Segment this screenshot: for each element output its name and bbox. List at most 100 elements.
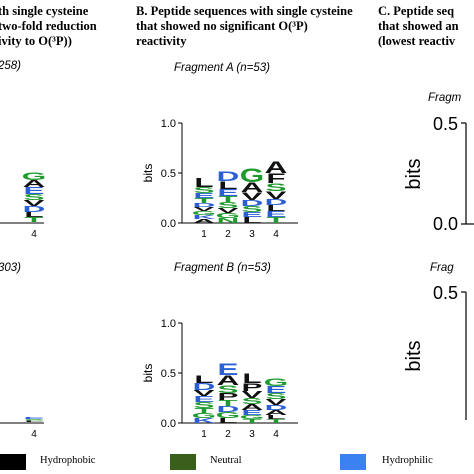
panel-a-header-line-1: th single cysteine (0, 4, 89, 18)
logo-b-top-ytick-2: 0.5 (161, 168, 176, 180)
logo-letter-a: A (217, 373, 240, 388)
fragment-title-b-top: Fragment A (n=53) (174, 62, 270, 74)
logo-letter-g: G (192, 412, 216, 420)
logo-letter-l: L (218, 179, 237, 191)
logo-b-top-ytick-3: 0.0 (161, 218, 176, 230)
logo-letter-s: S (266, 391, 287, 400)
logo-letter-a: A (241, 180, 264, 195)
logo-letter-s: S (24, 192, 45, 201)
legend-swatch-hydrophobic (0, 454, 26, 470)
logo-b-bottom-xtick-3: 3 (249, 429, 255, 440)
panel-c-header-line-1: C. Peptide seq (378, 4, 455, 18)
logo-letter-g: G (240, 164, 264, 186)
logo-letter-e: E (218, 187, 239, 198)
logo-c-top-ytick-1: 0.5 (433, 114, 458, 134)
logo-letter-s: S (218, 200, 239, 209)
logo-letter-d: D (217, 404, 240, 413)
legend-label-hydrophilic: Hydrophilic (382, 455, 433, 466)
panel-c-header: C. Peptide seq that showed an (lowest re… (378, 4, 459, 49)
logo-letter-s: S (194, 400, 215, 409)
panel-b-header: B. Peptide sequences with single cystein… (136, 4, 353, 49)
panel-a-header-line-3: ivity to O(³P)) (0, 34, 72, 48)
logo-letter-a: A (265, 409, 288, 417)
logo-b-bottom-ytick-2: 0.5 (161, 368, 176, 380)
logo-b-bottom-xtick-1: 1 (201, 429, 207, 440)
logo-letter-v: V (218, 207, 240, 215)
logo-letter-d: D (241, 198, 264, 207)
logo-letter-g: G (22, 170, 46, 182)
logo-a-bottom-letters: LSE (24, 417, 45, 423)
logo-letter-v: V (242, 190, 263, 202)
logo-letter-v: V (194, 388, 216, 397)
logo-letter-l: L (266, 414, 285, 420)
logo-letter-s: S (242, 396, 263, 405)
logo-letter-s: S (218, 383, 239, 395)
logo-letter-d: D (265, 197, 288, 206)
logo-letter-e: E (266, 209, 287, 218)
logo-letter-g: G (216, 212, 240, 220)
logo-b-top-ylabel: bits (141, 164, 155, 183)
logo-letter-v: V (242, 389, 264, 400)
logo-b-top-xtick-2: 2 (225, 229, 231, 240)
logo-letter-l: L (242, 215, 261, 224)
logo-a-bottom-xtick-4: 4 (31, 429, 37, 440)
logo-c-top-ylabel: bits (403, 158, 425, 189)
logo-letter-d: D (193, 202, 216, 208)
logo-a-top-xtick-4: 4 (31, 229, 37, 240)
logo-letter-e: E (266, 384, 287, 395)
logo-b-top-ytick-1: 1.0 (161, 118, 176, 130)
logo-letter-l: L (24, 211, 43, 219)
logo-letter-d: D (265, 404, 288, 412)
logo-letter-v: V (194, 206, 215, 212)
logo-letter-k: K (193, 417, 216, 425)
panel-a-header-line-2: two-fold reduction (0, 19, 97, 33)
logo-letter-l: L (24, 420, 43, 422)
logo-b-bottom-xtick-4: 4 (273, 429, 279, 440)
fragment-title-c-top: Fragm (428, 92, 462, 104)
logo-letter-d: D (217, 169, 240, 184)
logo-letter-d: D (193, 381, 216, 392)
logo-letter-t: T (266, 418, 285, 424)
logo-letter-t: T (24, 216, 43, 224)
fragment-title-a-top: 258) (0, 60, 22, 72)
logo-letter-e: E (194, 192, 215, 200)
logo-letter-g: G (216, 410, 240, 419)
logo-letter-e: E (24, 185, 45, 196)
logo-letter-d: D (23, 204, 46, 213)
logo-b-bottom-ytick-3: 0.0 (161, 418, 176, 430)
panel-b-header-line-2: that showed no significant O(³P) (136, 19, 308, 33)
logo-letter-k: K (193, 214, 217, 220)
logo-letter-g: G (264, 376, 288, 388)
logo-b-bottom-ytick-1: 1.0 (161, 318, 176, 330)
legend-label-neutral: Neutral (210, 455, 242, 466)
logo-c-bottom-ylabel: bits (403, 340, 425, 371)
logo-letter-t: T (242, 418, 261, 424)
logo-letter-g: G (192, 210, 216, 216)
logo-b-top-xtick-4: 4 (273, 229, 279, 240)
fragment-title-a-bottom: 303) (0, 262, 22, 274)
logo-letter-a: A (193, 218, 216, 224)
panel-b-header-line-1: B. Peptide sequences with single cystein… (136, 4, 353, 18)
logo-letter-l: L (218, 417, 237, 425)
logo-c-top-ytick-2: 0.0 (433, 214, 458, 234)
logo-letter-g: G (240, 414, 264, 420)
fragment-title-c-bottom: Frag (430, 262, 454, 274)
legend: Hydrophobic Neutral Hydrophilic (0, 450, 474, 474)
logo-letter-a: A (265, 158, 288, 177)
logo-letter-e: E (24, 417, 45, 420)
logo-letter-s: S (194, 185, 215, 194)
logo-letter-t: T (266, 215, 285, 224)
logo-b-bottom-axes: 1.0 0.5 0.0 bits (141, 318, 298, 430)
logo-letter-v: V (266, 397, 288, 406)
logo-letter-e: E (194, 394, 215, 403)
panel-c-header-line-2: that showed an (378, 19, 459, 33)
logo-b-top-axes: 1.0 0.5 0.0 bits (141, 118, 298, 230)
logo-a-top-axes: 4 (0, 222, 44, 240)
logo-letter-v: V (24, 198, 46, 207)
fragment-title-b-bottom: Fragment B (n=53) (174, 262, 271, 274)
legend-swatch-hydrophilic (340, 454, 366, 470)
logo-letter-t: T (218, 398, 237, 407)
